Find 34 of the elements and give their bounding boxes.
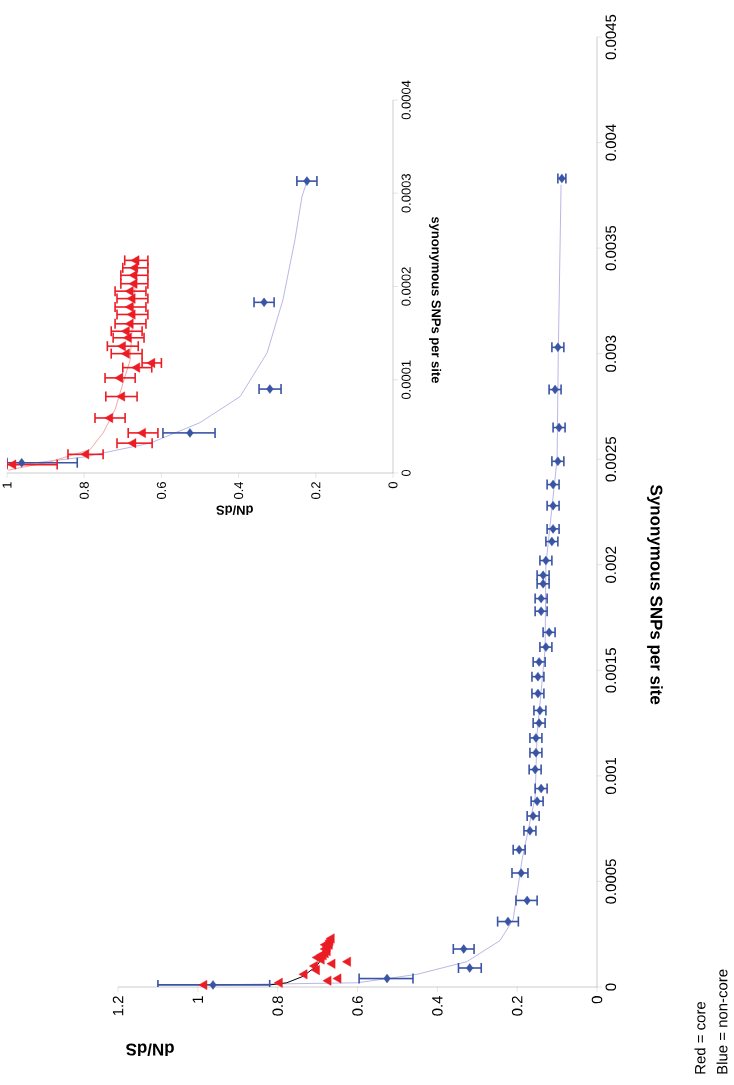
x-axis-title: dN/dS <box>126 1043 174 1056</box>
y-tick-label: 0.0004 <box>401 80 411 120</box>
x-tick-label: 0.4 <box>432 995 443 1016</box>
y-axis-title: synonymous SNPs per site <box>429 216 442 383</box>
x-tick-label: 0.4 <box>234 481 244 500</box>
x-tick-label: 0 <box>388 482 398 489</box>
y-tick-label: 0.0002 <box>401 267 411 306</box>
y-tick-label: 0.0001 <box>401 360 411 400</box>
y-tick-label: 0.0003 <box>401 174 411 213</box>
text: Blue = non-core <box>716 969 728 1074</box>
x-tick-label: 1.2 <box>112 996 124 1016</box>
text: Red = core <box>694 1001 706 1074</box>
x-tick-label: 1 <box>2 482 12 488</box>
x-tick-label: 0.8 <box>79 482 89 500</box>
x-tick-label: 0 <box>591 996 603 1004</box>
y-tick-label: 0 <box>605 983 617 991</box>
y-tick-label: 0.0015 <box>605 648 617 693</box>
y-tick-label: 0.001 <box>605 757 617 795</box>
x-tick-label: 0.6 <box>352 996 363 1016</box>
y-tick-label: 0.003 <box>605 335 617 372</box>
x-axis-title: dN/dS <box>216 505 253 516</box>
y-tick-label: 0 <box>401 469 411 477</box>
x-tick-label: 0.2 <box>311 482 321 500</box>
y-tick-label: 0.004 <box>605 124 617 161</box>
y-tick-label: 0.0025 <box>605 436 617 482</box>
y-tick-label: 0.0045 <box>605 14 617 60</box>
x-tick-label: 1 <box>192 996 203 1003</box>
x-tick-label: 0.6 <box>156 482 166 500</box>
x-tick-label: 0.2 <box>511 996 523 1016</box>
x-tick-label: 0.8 <box>272 996 283 1016</box>
y-axis-title: Synonymous SNPs per site <box>647 485 663 705</box>
y-tick-label: 0.002 <box>605 546 617 583</box>
y-tick-label: 0.0035 <box>605 225 617 271</box>
y-tick-label: 0.0005 <box>605 859 617 904</box>
